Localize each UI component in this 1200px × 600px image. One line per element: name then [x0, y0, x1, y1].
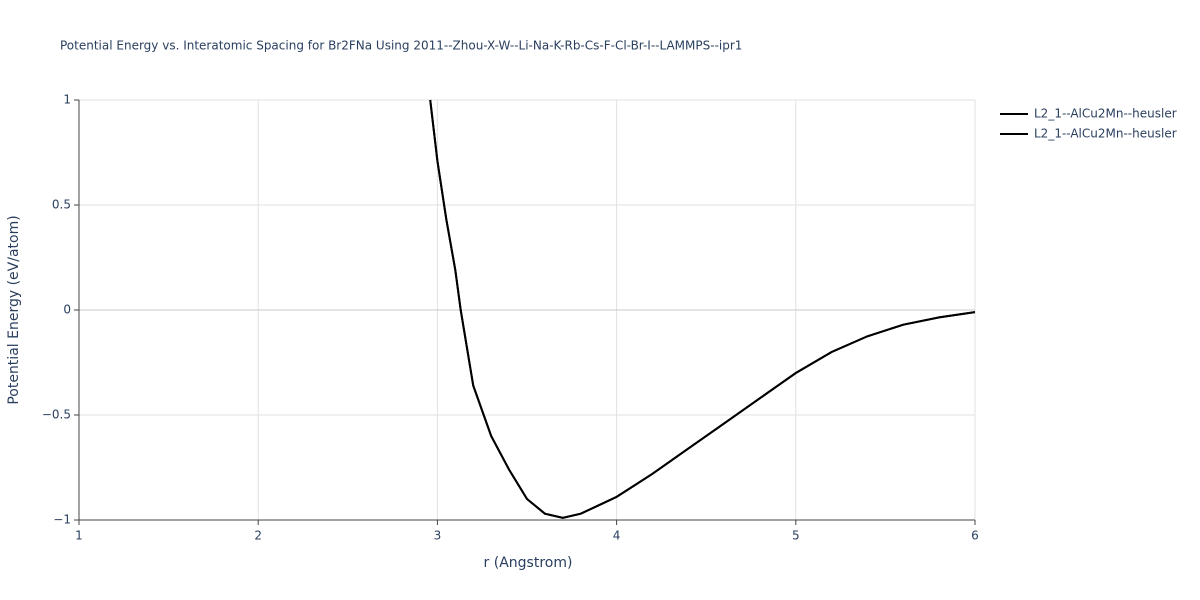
y-axis-label: Potential Energy (eV/atom)	[6, 215, 22, 404]
legend-label: L2_1--AlCu2Mn--heusler	[1034, 107, 1177, 121]
chart-title: Potential Energy vs. Interatomic Spacing…	[60, 39, 742, 53]
x-tick-label: 2	[254, 529, 262, 543]
x-tick-label: 6	[971, 529, 979, 543]
y-tick-label: 0.5	[52, 198, 71, 212]
x-tick-label: 4	[613, 529, 621, 543]
y-tick-label: 1	[63, 93, 71, 107]
y-tick-label: −0.5	[42, 408, 71, 422]
legend-label: L2_1--AlCu2Mn--heusler	[1034, 127, 1177, 141]
x-tick-label: 5	[792, 529, 800, 543]
y-tick-label: 0	[63, 303, 71, 317]
line-series	[429, 99, 975, 519]
x-tick-label: 3	[434, 529, 442, 543]
x-tick-label: 1	[75, 529, 83, 543]
line-series	[429, 99, 975, 519]
y-tick-label: −1	[53, 513, 71, 527]
x-axis-label: r (Angstrom)	[484, 555, 573, 571]
